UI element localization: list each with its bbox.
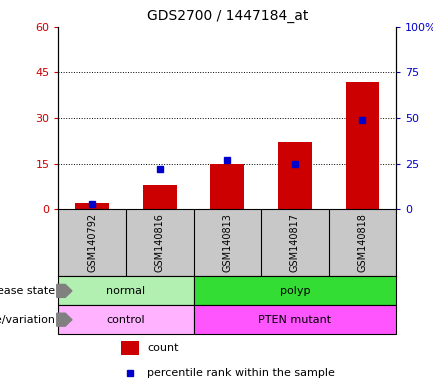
Text: GSM140817: GSM140817	[290, 214, 300, 272]
Text: percentile rank within the sample: percentile rank within the sample	[147, 368, 335, 378]
Text: GSM140818: GSM140818	[357, 214, 368, 272]
Text: GSM140813: GSM140813	[222, 214, 233, 272]
Bar	[143, 185, 177, 209]
Text: count: count	[147, 343, 179, 353]
Text: control: control	[107, 314, 145, 325]
Bar	[75, 203, 109, 209]
Text: GSM140816: GSM140816	[155, 214, 165, 272]
Text: normal: normal	[107, 286, 145, 296]
Bar	[194, 276, 396, 305]
Bar	[210, 164, 244, 209]
Text: genotype/variation: genotype/variation	[0, 314, 55, 325]
Bar	[58, 276, 194, 305]
Text: disease state: disease state	[0, 286, 55, 296]
Text: PTEN mutant: PTEN mutant	[259, 314, 331, 325]
Bar	[58, 305, 194, 334]
FancyArrow shape	[57, 285, 72, 297]
Bar	[194, 305, 396, 334]
Bar	[278, 142, 312, 209]
Text: GSM140792: GSM140792	[87, 214, 97, 272]
Text: polyp: polyp	[280, 286, 310, 296]
Title: GDS2700 / 1447184_at: GDS2700 / 1447184_at	[147, 9, 308, 23]
Bar	[346, 82, 379, 209]
Bar	[121, 341, 139, 355]
FancyArrow shape	[57, 313, 72, 326]
